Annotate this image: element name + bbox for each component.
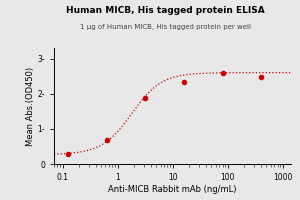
Y-axis label: Mean Abs.(OD450): Mean Abs.(OD450) [26,66,34,146]
Text: Human MICB, His tagged protein ELISA: Human MICB, His tagged protein ELISA [66,6,264,15]
Text: 1 μg of Human MICB, His tagged protein per well: 1 μg of Human MICB, His tagged protein p… [80,24,250,30]
X-axis label: Anti-MICB Rabbit mAb (ng/mL): Anti-MICB Rabbit mAb (ng/mL) [108,185,237,194]
